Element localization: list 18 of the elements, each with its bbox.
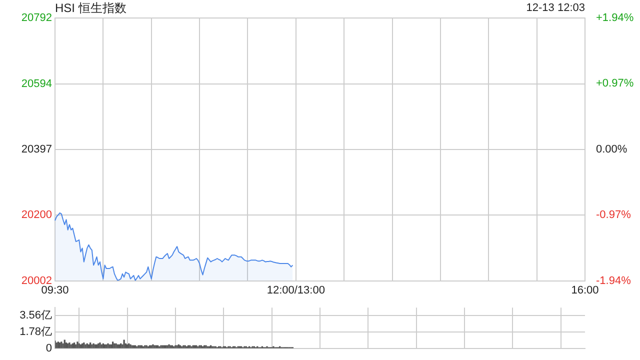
y-tick-label: 20594	[21, 78, 52, 90]
y2-tick-label: +0.97%	[596, 78, 634, 90]
y-tick-label: 20792	[21, 12, 52, 24]
y2-tick-label: +1.94%	[596, 12, 634, 24]
y2-tick-label: -1.94%	[596, 274, 632, 287]
y-tick-label: 20200	[21, 208, 52, 221]
y-tick-label: 3.56亿	[20, 309, 52, 322]
x-tick-label: 09:30	[41, 284, 69, 296]
y2-tick-label: -0.97%	[596, 209, 632, 222]
text: 12-13 12:03	[526, 2, 585, 14]
x-tick-label: 12:00/13:00	[266, 284, 325, 296]
y2-tick-label: 0.00%	[596, 143, 628, 156]
y-tick-label: 20002	[21, 274, 52, 287]
chart-title: HSI 恒生指数	[55, 0, 126, 17]
x-tick-label: 16:00	[571, 284, 599, 296]
y-tick-label: 0	[46, 342, 52, 354]
y-tick-label: 1.78亿	[20, 326, 52, 338]
y-tick-label: 20397	[21, 143, 52, 156]
